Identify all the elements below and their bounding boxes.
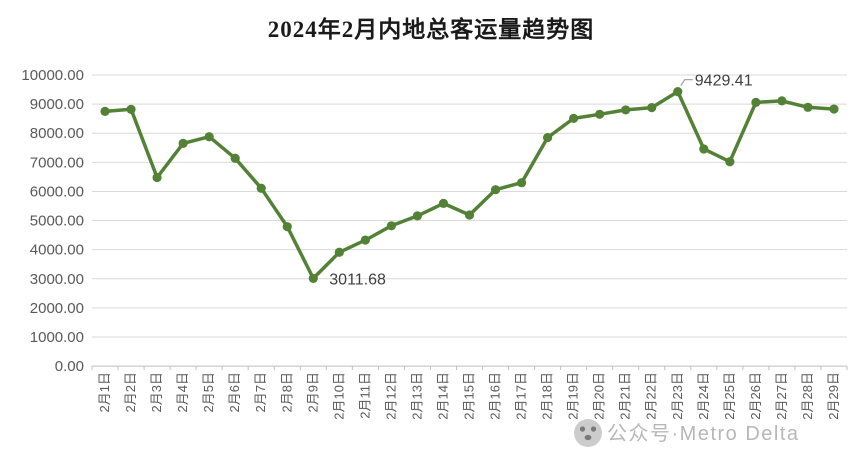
data-point-marker <box>308 273 318 284</box>
data-point-marker <box>204 132 214 142</box>
watermark-text: 公众号·Metro Delta <box>607 422 800 445</box>
x-axis-label: 2月2日 <box>123 372 138 412</box>
data-point-marker <box>751 97 761 107</box>
data-point-marker <box>803 102 813 112</box>
data-point-marker <box>334 247 344 257</box>
y-axis-label: 8000.00 <box>30 125 84 142</box>
panda-eye-icon <box>590 426 597 432</box>
x-axis-label: 2月17日 <box>514 372 529 420</box>
x-axis-label: 2月21日 <box>618 372 633 420</box>
data-point-marker <box>490 185 501 195</box>
x-axis-label: 2月20日 <box>592 372 607 420</box>
data-point-marker <box>230 153 240 163</box>
x-axis-label: 2月10日 <box>331 372 346 420</box>
panda-mouth-icon <box>584 434 592 441</box>
data-point-marker <box>282 222 292 232</box>
data-label-min: 3011.68 <box>329 271 386 288</box>
y-axis-label: 2000.00 <box>30 300 84 317</box>
data-point-marker <box>516 178 527 188</box>
data-point-marker <box>777 96 787 106</box>
x-axis-label: 2月7日 <box>253 372 268 412</box>
x-axis-label: 2月29日 <box>826 372 841 420</box>
data-point-marker <box>152 172 162 183</box>
data-point-marker <box>412 211 423 221</box>
x-axis-label: 2月15日 <box>462 372 477 420</box>
x-axis-label: 2月25日 <box>722 372 737 420</box>
data-point-marker <box>100 106 110 116</box>
data-point-marker <box>829 104 839 114</box>
data-point-marker <box>621 105 631 115</box>
y-axis-label: 6000.00 <box>30 183 84 200</box>
chart-title: 2024年2月内地总客运量趋势图 <box>267 17 595 42</box>
x-axis-label: 2月23日 <box>670 372 685 420</box>
x-axis-label: 2月1日 <box>97 372 112 412</box>
annotation-leader-line <box>680 78 693 86</box>
data-point-marker <box>725 157 735 167</box>
y-axis-label: 4000.00 <box>30 242 84 259</box>
x-axis-label: 2月6日 <box>227 372 242 412</box>
x-axis-label: 2月24日 <box>696 372 711 420</box>
data-point-marker <box>464 210 475 220</box>
data-point-marker <box>126 104 136 114</box>
x-axis-label: 2月26日 <box>748 372 763 420</box>
x-axis-label: 2月16日 <box>488 372 503 420</box>
x-axis-label: 2月9日 <box>305 372 320 412</box>
data-point-marker <box>256 183 266 193</box>
x-axis-label: 2月14日 <box>435 372 450 420</box>
x-axis-label: 2月3日 <box>149 372 164 412</box>
y-axis-label: 3000.00 <box>30 271 84 288</box>
data-point-marker <box>178 138 188 149</box>
y-axis-label: 0.00 <box>55 358 84 375</box>
y-axis-label: 7000.00 <box>30 154 84 171</box>
data-point-marker <box>543 132 553 143</box>
x-axis-label: 2月11日 <box>357 372 372 419</box>
panda-logo-icon <box>574 419 602 447</box>
x-axis-label: 2月13日 <box>409 372 424 420</box>
x-axis-label: 2月27日 <box>774 372 789 420</box>
x-axis-label: 2月8日 <box>279 372 294 412</box>
data-point-marker <box>569 113 579 123</box>
y-axis-label: 10000.00 <box>21 67 84 84</box>
y-axis-label: 1000.00 <box>30 329 84 346</box>
x-axis-label: 2月5日 <box>201 372 216 412</box>
panda-eye-icon <box>579 426 586 432</box>
x-axis-label: 2月28日 <box>800 372 815 420</box>
data-point-marker <box>647 103 657 113</box>
data-point-marker <box>595 109 605 119</box>
y-axis-label: 5000.00 <box>30 213 84 230</box>
y-axis-label: 9000.00 <box>30 96 84 113</box>
x-axis-label: 2月22日 <box>644 372 659 420</box>
data-point-marker <box>699 144 709 154</box>
data-point-marker <box>360 235 370 245</box>
data-label-max: 9429.41 <box>695 73 753 90</box>
x-axis-label: 2月18日 <box>540 372 555 420</box>
data-point-marker <box>386 221 396 231</box>
x-axis-label: 2月19日 <box>566 372 581 420</box>
data-point-marker <box>673 87 683 97</box>
data-point-marker <box>438 198 449 208</box>
x-axis-label: 2月4日 <box>175 372 190 412</box>
trend-line <box>103 89 836 281</box>
x-axis-label: 2月12日 <box>383 372 398 420</box>
